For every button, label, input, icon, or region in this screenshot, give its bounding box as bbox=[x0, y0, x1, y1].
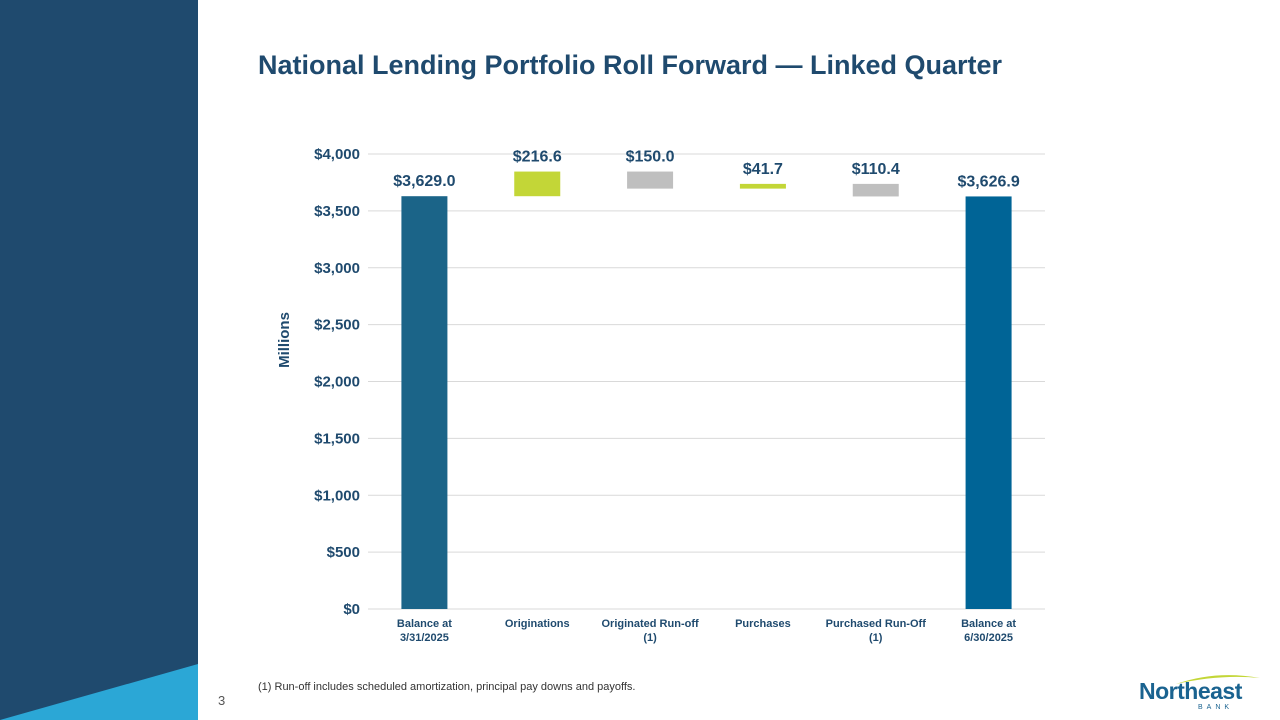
x-category-label: Originated Run-off bbox=[602, 618, 699, 630]
data-label: $41.7 bbox=[743, 161, 783, 178]
y-axis-label: Millions bbox=[276, 312, 293, 368]
bar-increase bbox=[739, 183, 786, 189]
x-category-label: 6/30/2025 bbox=[964, 632, 1013, 644]
y-tick-label: $2,000 bbox=[314, 374, 360, 391]
x-category-label: Originations bbox=[505, 618, 570, 630]
y-tick-label: $0 bbox=[343, 601, 360, 618]
y-tick-label: $2,500 bbox=[314, 317, 360, 334]
y-tick-label: $3,000 bbox=[314, 260, 360, 277]
x-category-label: (1) bbox=[869, 632, 883, 644]
x-category-label: Balance at bbox=[961, 618, 1016, 630]
sidebar-accent bbox=[0, 664, 198, 720]
data-label: $3,629.0 bbox=[393, 173, 455, 190]
page-number: 3 bbox=[218, 693, 226, 708]
x-category-label: Purchased Run-Off bbox=[826, 618, 927, 630]
logo-swoosh-icon bbox=[1176, 675, 1260, 684]
x-category-label: 3/31/2025 bbox=[400, 632, 449, 644]
page-title: National Lending Portfolio Roll Forward … bbox=[258, 50, 1003, 80]
footnote: (1) Run-off includes scheduled amortizat… bbox=[258, 681, 636, 693]
sidebar-panel bbox=[0, 0, 198, 720]
y-tick-label: $1,000 bbox=[314, 487, 360, 504]
y-tick-label: $1,500 bbox=[314, 430, 360, 447]
bar-total bbox=[401, 196, 448, 610]
x-category-label: Purchases bbox=[735, 618, 791, 630]
bar-decrease bbox=[627, 171, 674, 189]
y-tick-label: $3,500 bbox=[314, 203, 360, 220]
data-label: $216.6 bbox=[513, 149, 562, 166]
y-tick-label: $500 bbox=[327, 544, 360, 561]
y-tick-label: $4,000 bbox=[314, 146, 360, 163]
x-category-label: (1) bbox=[643, 632, 657, 644]
data-label: $150.0 bbox=[626, 149, 675, 166]
x-category-label: Balance at bbox=[397, 618, 452, 630]
logo-wordmark: Northeast bbox=[1139, 678, 1242, 704]
data-label: $110.4 bbox=[852, 161, 900, 178]
bar-decrease bbox=[852, 183, 899, 197]
bar-increase bbox=[514, 171, 561, 197]
logo-subtext: BANK bbox=[1198, 704, 1234, 711]
data-label: $3,626.9 bbox=[957, 173, 1019, 190]
northeast-bank-logo: Northeast BANK bbox=[1136, 668, 1264, 716]
bar-total bbox=[965, 196, 1012, 609]
